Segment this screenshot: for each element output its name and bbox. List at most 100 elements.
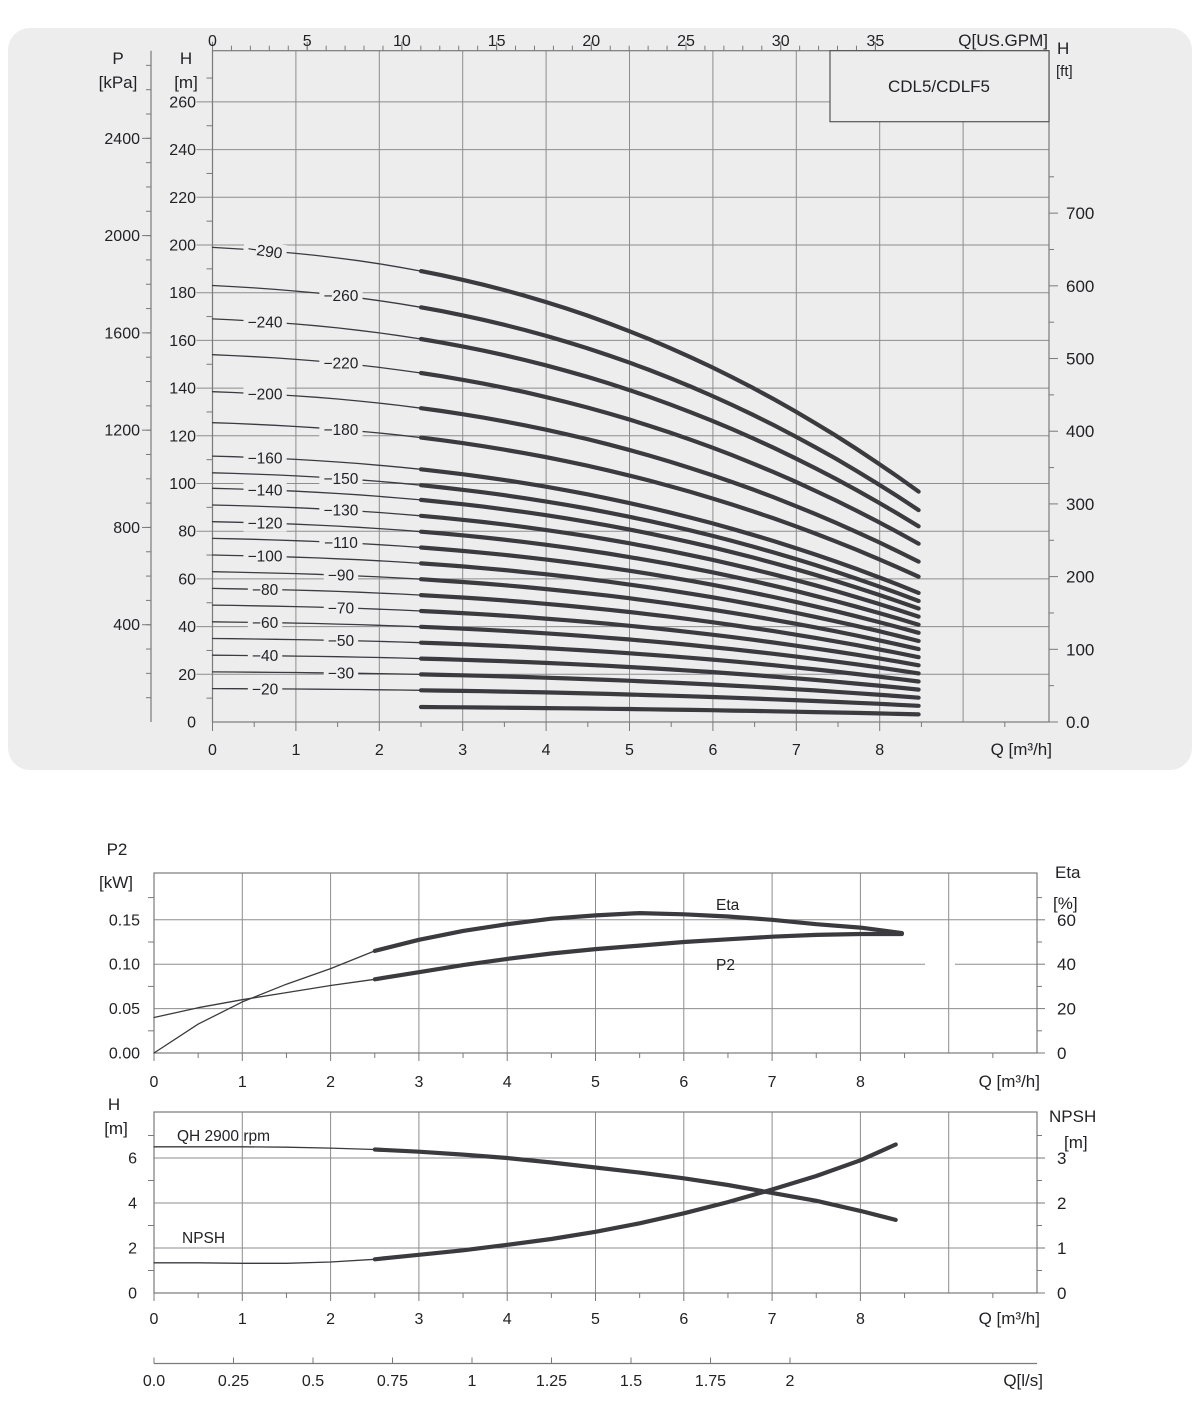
curve-label: −40 (252, 648, 279, 665)
pump-curve-bold−20 (418, 688, 921, 708)
curve-label-group: −120 (243, 514, 287, 533)
h2-axis-unit: [m] (104, 1119, 128, 1138)
x-tick-label: 6 (679, 1311, 688, 1328)
npsh-axis-unit: [m] (1064, 1133, 1088, 1152)
x-tick-label: 3 (414, 1074, 423, 1091)
curve-label-bg (319, 534, 363, 552)
ft-tick-label: 100 (1066, 640, 1094, 659)
x-tick-label: 6 (679, 1074, 688, 1091)
lps-tick-label: 2 (786, 1373, 795, 1390)
curve-label-bg (247, 580, 283, 598)
pump-curve-bold−130 (418, 513, 921, 619)
curve-label-bg (243, 514, 287, 532)
pump-curve-thin−90 (211, 571, 422, 580)
gpm-tick-label: 10 (393, 33, 411, 50)
curve-label: −120 (248, 516, 283, 533)
h-tick-label: 260 (169, 94, 196, 111)
kw-tick-label: 0.10 (109, 957, 140, 974)
h-tick-label: 60 (178, 571, 196, 588)
h-tick-label: 200 (169, 238, 196, 255)
x-tick-label: 1 (238, 1311, 247, 1328)
curve-label-group: −130 (319, 501, 363, 519)
p2-curve-label: P2 (716, 957, 735, 974)
p-tick-label: 1600 (104, 325, 140, 342)
qh-curve-thin (153, 1146, 376, 1151)
mid-q-axis-label: Q [m³/h] (979, 1072, 1040, 1091)
lps-tick-label: 1.75 (695, 1373, 726, 1390)
curve-label-bg (243, 481, 287, 499)
curve-label-group: −80 (247, 580, 283, 599)
p2-curve-bold (372, 931, 904, 982)
curve-label: −100 (248, 549, 283, 566)
x-tick-label: 5 (625, 742, 634, 759)
pump-curve-bold−100 (418, 561, 921, 644)
pump-curve-thin−220 (211, 354, 422, 374)
p-axis-unit: [kPa] (99, 73, 138, 92)
x-tick-label: 3 (458, 742, 467, 759)
curve-label-bg (319, 287, 363, 305)
npsh-curve-thin (153, 1258, 376, 1264)
curve-label: −110 (324, 535, 358, 552)
generated-chart-content: 0 1 2 3 4 5 6 7 82602402202001801601401201008060… (104, 33, 1094, 1390)
x-tick-label: 0 (150, 1074, 159, 1091)
x-tick-label: 7 (768, 1311, 777, 1328)
curve-label: −180 (323, 422, 358, 439)
npsh-tick-label: 1 (1057, 1239, 1066, 1258)
npsh-tick-label: 3 (1057, 1149, 1066, 1168)
p-tick-label: 400 (113, 617, 140, 634)
curve-label-bg (243, 547, 287, 565)
curve-label-group: −260 (319, 287, 363, 305)
ft-axis-title: H (1057, 39, 1069, 58)
x-tick-label: 4 (542, 742, 551, 759)
x-tick-label: 7 (768, 1074, 777, 1091)
ft-tick-label: 700 (1066, 204, 1094, 223)
x-tick-label: 7 (792, 742, 801, 759)
lps-axis-label: Q[l/s] (1003, 1371, 1043, 1390)
h-tick-label: 160 (169, 333, 196, 350)
curve-label: −200 (248, 387, 283, 404)
npsh-curve-label: NPSH (182, 1230, 225, 1247)
curve-label-bg (323, 664, 359, 682)
ft-tick-label: 0.0 (1066, 713, 1090, 732)
curve-label-group: −40 (247, 647, 283, 665)
lps-tick-label: 1.25 (536, 1373, 567, 1390)
lps-tick-label: 0.25 (218, 1373, 249, 1390)
curve-label: −60 (252, 615, 279, 632)
gpm-tick-label: 25 (677, 33, 695, 50)
pump-curve-thin−50 (211, 637, 422, 644)
curve-label-group: −140 (243, 481, 287, 499)
pump-curve-bold−110 (418, 545, 921, 635)
p-tick-label: 800 (113, 520, 140, 537)
lps-tick-label: 1.5 (620, 1373, 642, 1390)
curve-label-bg (242, 239, 288, 263)
pump-curve-thin−260 (211, 284, 422, 308)
gpm-tick-label: 35 (867, 33, 885, 50)
npsh-tick-label: 0 (1057, 1284, 1066, 1303)
qh-curve-label: QH 2900 rpm (177, 1128, 270, 1145)
curve-label: −290 (246, 241, 283, 263)
x-tick-label: 5 (591, 1311, 600, 1328)
ft-tick-label: 200 (1066, 568, 1094, 587)
model-box (829, 50, 1050, 123)
curve-label: −140 (248, 482, 283, 499)
h-axis-title: H (180, 49, 192, 68)
gpm-tick-label: 0 (208, 33, 217, 50)
curve-label-group: −30 (323, 664, 359, 683)
x-tick-label: 8 (856, 1074, 865, 1091)
ft-axis-unit: [ft] (1056, 63, 1073, 80)
h-tick-label: 0 (128, 1286, 137, 1303)
x-tick-label: 8 (856, 1311, 865, 1328)
curve-label-bg (247, 614, 283, 632)
x-tick-label: 2 (326, 1311, 335, 1328)
pump-curve-thin−150 (211, 472, 422, 486)
p2-curve-thin (153, 978, 376, 1019)
plot-frame (211, 50, 1050, 723)
p-tick-label: 2400 (104, 131, 140, 148)
curve-label-bg (243, 385, 287, 403)
h-tick-label: 4 (128, 1196, 137, 1213)
model-box-title: CDL5/CDLF5 (888, 77, 990, 96)
curve-label-bg (323, 566, 359, 584)
gpm-tick-label: 15 (488, 33, 506, 50)
pump-curve-bold−140 (418, 497, 921, 611)
curve-label-bg (323, 631, 359, 649)
